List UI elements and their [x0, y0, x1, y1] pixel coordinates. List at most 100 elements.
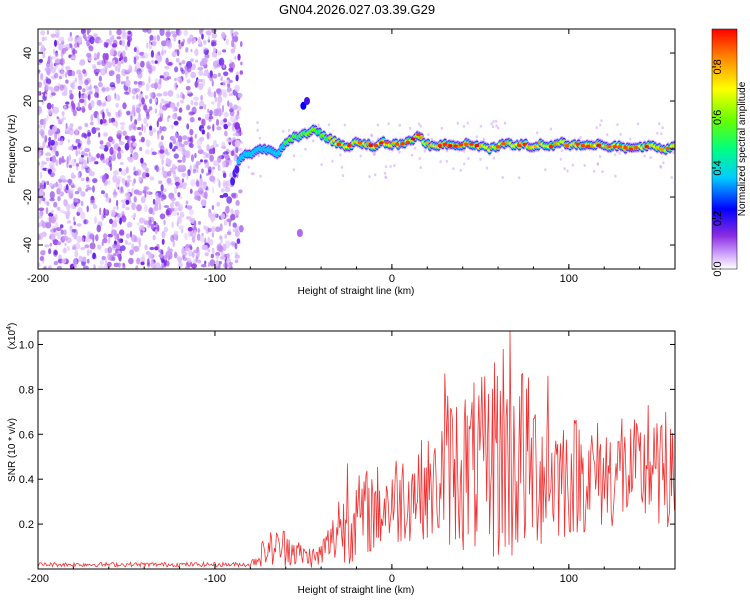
- noise-speck: [178, 62, 182, 66]
- noise-speck: [233, 156, 238, 162]
- y-tick-label: 0.2: [19, 519, 34, 531]
- noise-speck: [76, 223, 82, 227]
- noise-speck: [162, 91, 168, 97]
- noise-speck: [46, 30, 50, 35]
- noise-speck: [78, 71, 81, 76]
- noise-speck: [38, 150, 42, 159]
- noise-speck: [185, 85, 191, 91]
- faint-speck: [619, 132, 622, 136]
- noise-speck: [140, 157, 144, 164]
- noise-speck: [116, 175, 122, 183]
- noise-speck: [149, 98, 153, 104]
- noise-speck: [66, 220, 72, 224]
- noise-speck: [171, 51, 177, 58]
- noise-speck: [55, 227, 62, 232]
- noise-speck: [158, 128, 161, 135]
- noise-speck: [203, 39, 207, 46]
- y-tick-label: 0.8: [19, 384, 34, 396]
- noise-speck: [103, 233, 108, 239]
- noise-speck: [155, 196, 161, 205]
- noise-speck: [49, 191, 55, 200]
- noise-speck: [143, 104, 148, 111]
- faint-speck: [256, 121, 259, 125]
- noise-speck: [131, 187, 134, 194]
- noise-speck: [228, 63, 233, 68]
- noise-speck: [171, 163, 176, 168]
- noise-speck: [86, 187, 92, 191]
- noise-speck: [99, 207, 102, 216]
- noise-speck: [227, 121, 230, 127]
- noise-speck: [86, 39, 90, 47]
- ridge-peak: [464, 142, 469, 146]
- noise-speck: [229, 59, 233, 65]
- faint-speck: [440, 126, 443, 130]
- noise-speck: [81, 133, 85, 138]
- noise-speck: [222, 63, 226, 69]
- noise-speck: [190, 48, 193, 53]
- noise-speck: [57, 206, 61, 211]
- noise-speck: [65, 122, 68, 129]
- noise-speck: [122, 50, 126, 58]
- noise-speck: [140, 261, 145, 266]
- x-tick-label: -100: [204, 573, 226, 585]
- noise-speck: [113, 222, 118, 228]
- noise-speck: [154, 108, 158, 114]
- noise-speck: [143, 185, 148, 194]
- noise-speck: [109, 49, 115, 56]
- noise-speck: [222, 49, 227, 53]
- noise-speck: [72, 216, 76, 222]
- faint-speck: [372, 153, 376, 157]
- colorbar-tick-label: 0.4: [712, 160, 724, 175]
- noise-speck: [218, 180, 221, 188]
- noise-speck: [178, 39, 181, 45]
- noise-speck: [118, 57, 122, 62]
- noise-speck: [107, 246, 113, 254]
- noise-speck: [209, 109, 213, 116]
- colorbar: 0.0 0.2 0.4 0.6 0.8 Normalized spectral ampl…: [711, 28, 748, 277]
- noise-speck: [240, 61, 243, 66]
- noise-speck: [139, 51, 145, 56]
- noise-speck: [202, 151, 207, 156]
- noise-speck: [152, 38, 157, 47]
- noise-speck: [51, 92, 56, 96]
- noise-speck: [154, 60, 158, 64]
- noise-speck: [203, 69, 209, 77]
- noise-speck: [223, 123, 228, 130]
- noise-speck: [39, 256, 44, 261]
- snr-series-line: [38, 331, 675, 569]
- ridge-peak: [575, 142, 580, 146]
- noise-speck: [126, 110, 131, 116]
- ridge-blob: [230, 177, 236, 186]
- ridge-blob: [234, 165, 240, 174]
- noise-speck: [223, 118, 228, 123]
- noise-speck: [39, 188, 44, 196]
- noise-speck: [222, 181, 228, 189]
- noise-speck: [128, 140, 132, 148]
- noise-speck: [223, 262, 228, 269]
- ridge-peak: [564, 144, 570, 148]
- noise-speck: [166, 177, 172, 184]
- noise-speck: [109, 218, 113, 224]
- noise-speck: [216, 143, 219, 148]
- faint-speck: [370, 134, 374, 138]
- noise-speck: [42, 197, 46, 202]
- noise-speck: [161, 50, 164, 56]
- noise-speck: [66, 245, 70, 251]
- noise-speck: [38, 142, 41, 146]
- noise-speck: [220, 238, 223, 243]
- figure-title: GN04.2026.027.03.39.G29: [279, 2, 435, 17]
- faint-speck: [419, 124, 422, 128]
- noise-speck: [45, 207, 49, 215]
- noise-speck: [156, 266, 162, 269]
- noise-speck: [157, 190, 164, 199]
- noise-speck: [63, 247, 67, 254]
- noise-speck: [48, 215, 52, 224]
- noise-speck: [115, 93, 120, 102]
- noise-speck: [208, 91, 214, 98]
- noise-speck: [195, 254, 199, 263]
- noise-speck: [148, 44, 152, 50]
- noise-speck: [177, 256, 183, 263]
- noise-speck: [140, 229, 144, 236]
